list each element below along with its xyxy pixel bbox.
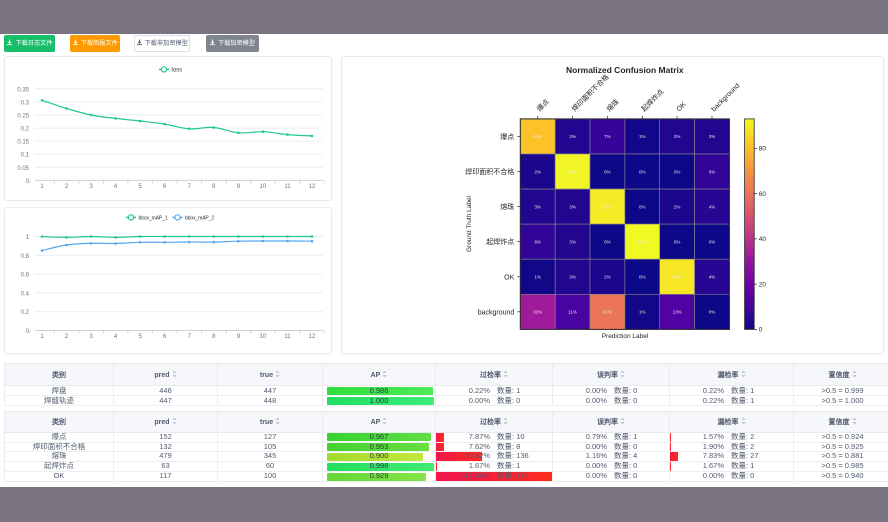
svg-text:10: 10 (260, 184, 267, 190)
svg-text:5: 5 (139, 184, 143, 190)
svg-text:0.3: 0.3 (21, 100, 30, 106)
svg-text:90%: 90% (603, 204, 612, 209)
svg-text:4%: 4% (709, 275, 716, 280)
svg-text:89%: 89% (673, 275, 682, 280)
svg-text:11: 11 (284, 184, 291, 190)
svg-text:OK: OK (676, 101, 688, 113)
svg-text:爆点: 爆点 (535, 97, 551, 113)
svg-text:background: background (710, 82, 741, 113)
svg-text:0%: 0% (604, 169, 611, 174)
svg-text:0%: 0% (709, 240, 716, 245)
svg-text:12: 12 (309, 334, 316, 340)
svg-text:3%: 3% (569, 240, 576, 245)
svg-text:0%: 0% (639, 169, 646, 174)
svg-text:0%: 0% (709, 310, 716, 315)
svg-text:4: 4 (114, 184, 118, 190)
svg-text:1: 1 (26, 235, 30, 241)
svg-text:Prediction Label: Prediction Label (602, 333, 649, 340)
svg-text:2: 2 (65, 184, 69, 190)
svg-text:0.2: 0.2 (21, 310, 30, 316)
svg-text:起焊炸点: 起焊炸点 (486, 237, 514, 246)
svg-text:3%: 3% (674, 134, 681, 139)
svg-text:32%: 32% (533, 310, 542, 315)
svg-text:92%: 92% (568, 169, 577, 174)
svg-text:3%: 3% (709, 134, 716, 139)
svg-text:2%: 2% (534, 169, 541, 174)
svg-text:11%: 11% (568, 310, 577, 315)
svg-text:3%: 3% (569, 204, 576, 209)
svg-text:1: 1 (40, 334, 44, 340)
svg-text:61%: 61% (603, 310, 612, 315)
svg-text:6%: 6% (534, 240, 541, 245)
svg-text:2%: 2% (604, 275, 611, 280)
svg-text:1%: 1% (639, 310, 646, 315)
svg-text:13%: 13% (673, 310, 682, 315)
svg-text:9: 9 (237, 334, 241, 340)
svg-text:bbox_mAP_1: bbox_mAP_1 (139, 216, 168, 222)
svg-text:0%: 0% (639, 275, 646, 280)
svg-text:20: 20 (759, 281, 767, 288)
svg-text:0%: 0% (674, 169, 681, 174)
svg-text:1%: 1% (639, 134, 646, 139)
svg-text:4%: 4% (709, 204, 716, 209)
svg-text:OK: OK (504, 274, 514, 281)
svg-text:9: 9 (237, 184, 241, 190)
svg-text:3%: 3% (534, 204, 541, 209)
svg-text:12: 12 (309, 184, 316, 190)
svg-text:6: 6 (163, 184, 167, 190)
svg-text:熔珠: 熔珠 (604, 97, 620, 113)
svg-text:bbox_mAP_2: bbox_mAP_2 (185, 216, 214, 222)
svg-text:3: 3 (89, 334, 93, 340)
svg-text:7: 7 (188, 334, 192, 340)
svg-text:3%: 3% (569, 134, 576, 139)
svg-text:0%: 0% (604, 240, 611, 245)
svg-text:0: 0 (26, 329, 30, 335)
svg-text:0.4: 0.4 (21, 291, 30, 297)
svg-text:0%: 0% (639, 204, 646, 209)
svg-text:0.1: 0.1 (21, 153, 30, 159)
svg-text:0.15: 0.15 (17, 140, 29, 146)
svg-text:0%: 0% (674, 240, 681, 245)
svg-text:7%: 7% (604, 134, 611, 139)
svg-text:8: 8 (212, 184, 216, 190)
svg-text:起焊炸点: 起焊炸点 (639, 87, 665, 113)
svg-text:0.05: 0.05 (17, 166, 29, 172)
svg-text:焊印面积不合格: 焊印面积不合格 (570, 72, 611, 113)
svg-text:2%: 2% (674, 204, 681, 209)
svg-text:8: 8 (212, 334, 216, 340)
svg-text:0.8: 0.8 (21, 254, 30, 260)
svg-text:40: 40 (759, 236, 767, 243)
svg-text:80: 80 (759, 146, 767, 153)
svg-text:爆点: 爆点 (500, 132, 514, 141)
svg-text:93%: 93% (638, 240, 647, 245)
svg-text:0.35: 0.35 (17, 87, 29, 93)
svg-text:10: 10 (260, 334, 267, 340)
svg-text:5: 5 (139, 334, 143, 340)
svg-text:loss: loss (172, 68, 183, 74)
svg-text:0.25: 0.25 (17, 114, 29, 120)
svg-text:熔珠: 熔珠 (500, 202, 514, 211)
svg-text:6%: 6% (709, 169, 716, 174)
svg-text:background: background (478, 309, 515, 316)
svg-text:Ground Truth Label: Ground Truth Label (466, 195, 473, 252)
svg-text:4: 4 (114, 334, 118, 340)
svg-text:焊印面积不合格: 焊印面积不合格 (465, 167, 514, 176)
svg-text:3%: 3% (569, 275, 576, 280)
svg-text:7: 7 (188, 184, 192, 190)
svg-text:0.6: 0.6 (21, 273, 30, 279)
svg-text:0: 0 (759, 327, 763, 334)
svg-text:2: 2 (65, 334, 69, 340)
svg-text:0.2: 0.2 (21, 127, 30, 133)
svg-text:11: 11 (284, 334, 291, 340)
svg-text:Normalized Confusion Matrix: Normalized Confusion Matrix (566, 65, 684, 75)
svg-text:0: 0 (26, 179, 30, 185)
svg-text:60: 60 (759, 191, 767, 198)
svg-text:6: 6 (163, 334, 167, 340)
svg-text:1%: 1% (534, 275, 541, 280)
svg-text:1: 1 (40, 184, 44, 190)
svg-text:3: 3 (89, 184, 93, 190)
svg-text:81%: 81% (533, 134, 542, 139)
